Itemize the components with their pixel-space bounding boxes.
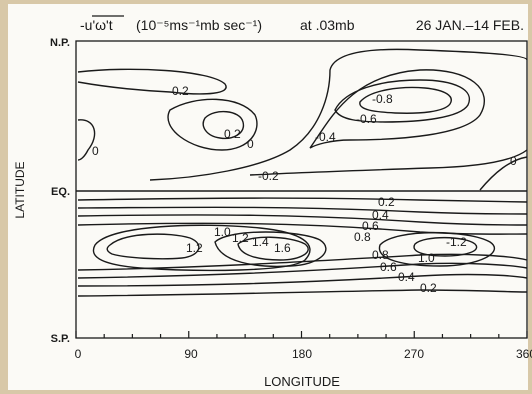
contour-line bbox=[106, 233, 200, 260]
y-tick-label-sp: S.P. bbox=[51, 333, 70, 345]
contour-line bbox=[77, 273, 528, 287]
contour-label: -0.2 bbox=[258, 169, 279, 183]
contour-label: 0.4 bbox=[398, 270, 415, 284]
contour-lines bbox=[77, 48, 528, 297]
contour-line bbox=[378, 231, 496, 267]
contour-label: 1.6 bbox=[274, 241, 291, 255]
x-axis: 0 90 180 270 360 LONGITUDE bbox=[75, 331, 532, 389]
paper-background bbox=[8, 4, 528, 390]
contour-line bbox=[77, 253, 528, 271]
contour-line bbox=[77, 222, 528, 235]
x-tick-label-360: 360 bbox=[516, 347, 532, 361]
contour-line bbox=[214, 231, 327, 268]
contour-label: 1.0 bbox=[418, 251, 435, 265]
contour-label: 1.2 bbox=[232, 231, 249, 245]
x-axis-label: LONGITUDE bbox=[264, 374, 340, 389]
contour-label: 0.8 bbox=[372, 248, 389, 262]
y-axis: N.P. EQ. S.P. LATITUDE bbox=[13, 37, 70, 345]
contour-line bbox=[77, 119, 96, 161]
contour-line bbox=[413, 236, 478, 257]
contour-line bbox=[77, 289, 528, 297]
contour-label: 0.6 bbox=[380, 260, 397, 274]
contour-label: -0.2 bbox=[168, 84, 189, 98]
contour-line bbox=[359, 86, 452, 114]
contour-line bbox=[334, 79, 471, 123]
contour-label: 1.2 bbox=[186, 241, 203, 255]
y-tick-label-eq: EQ. bbox=[51, 186, 70, 198]
contour-label: 0.2 bbox=[224, 127, 241, 141]
contour-line bbox=[92, 224, 311, 272]
contour-line bbox=[167, 98, 258, 151]
y-axis-label: LATITUDE bbox=[13, 161, 27, 218]
contour-label: -1.2 bbox=[446, 235, 467, 249]
contour-line bbox=[237, 236, 309, 261]
contour-line bbox=[479, 156, 528, 191]
contour-label: -0.8 bbox=[372, 92, 393, 106]
contour-label: -0.4 bbox=[315, 130, 336, 144]
x-tick-label-180: 180 bbox=[292, 347, 312, 361]
contour-label: 0.4 bbox=[372, 208, 389, 222]
title-dates: 26 JAN.–14 FEB. bbox=[416, 17, 524, 33]
x-tick-label-0: 0 bbox=[75, 347, 82, 361]
chart-header: -u'ω't (10⁻⁵ms⁻¹mb sec⁻¹) at .03mb 26 JA… bbox=[80, 15, 524, 33]
contour-line bbox=[249, 149, 528, 176]
contour-label: 1.4 bbox=[252, 235, 269, 249]
contour-line bbox=[149, 48, 528, 181]
contour-line bbox=[309, 69, 486, 149]
y-tick-label-np: N.P. bbox=[50, 37, 70, 49]
contour-line bbox=[77, 68, 227, 95]
contour-label: 0.8 bbox=[354, 230, 371, 244]
contour-label: 0 bbox=[92, 144, 99, 158]
title-units: (10⁻⁵ms⁻¹mb sec⁻¹) bbox=[136, 17, 262, 33]
contour-label: 0 bbox=[247, 137, 254, 151]
x-tick-label-90: 90 bbox=[184, 347, 198, 361]
contour-label-group: -0.2 -0.8 -0.6 0.2 0 0 -0.4 -0.2 0 0.2 0… bbox=[92, 84, 517, 295]
contour-line bbox=[77, 206, 528, 215]
x-tick-label-270: 270 bbox=[404, 347, 424, 361]
contour-line bbox=[77, 262, 528, 279]
contour-line bbox=[77, 214, 528, 226]
contour-label: 0.2 bbox=[378, 195, 395, 209]
contour-label: 0.2 bbox=[420, 281, 437, 295]
contour-label: 0.6 bbox=[362, 219, 379, 233]
contour-line bbox=[77, 197, 528, 203]
contour-label: -0.6 bbox=[356, 112, 377, 126]
title-level: at .03mb bbox=[300, 17, 355, 33]
contour-label: 0 bbox=[510, 154, 517, 168]
title-variable: -u'ω't bbox=[80, 17, 113, 33]
contour-line bbox=[202, 111, 245, 140]
contour-label: 1.0 bbox=[214, 225, 231, 239]
